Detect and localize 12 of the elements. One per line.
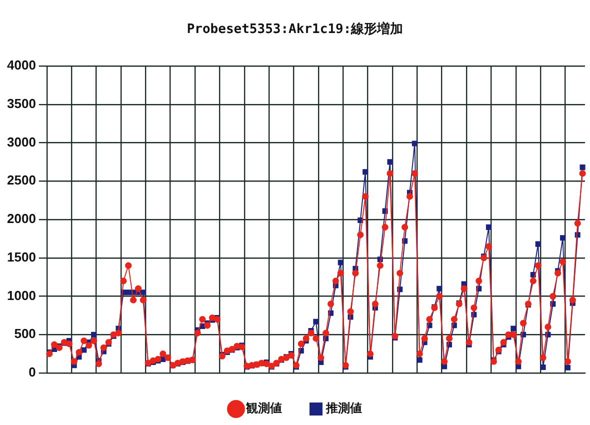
y-tick-label: 1500 — [7, 249, 36, 264]
y-tick-label: 2500 — [7, 172, 36, 188]
chart-title: Probeset5353:Akr1c19:線形増加 — [186, 20, 404, 38]
y-tick-label: 4000 — [7, 58, 36, 73]
legend-label: 観測値 — [245, 401, 282, 416]
y-tick-label: 500 — [14, 326, 36, 342]
legend-label: 推測値 — [325, 401, 362, 416]
y-tick-label: 2000 — [7, 211, 36, 226]
y-tick-label: 3000 — [7, 134, 36, 150]
y-tick-label: 0 — [28, 364, 36, 380]
y-tick-label: 1000 — [7, 288, 36, 303]
y-tick-label: 3500 — [7, 96, 36, 111]
